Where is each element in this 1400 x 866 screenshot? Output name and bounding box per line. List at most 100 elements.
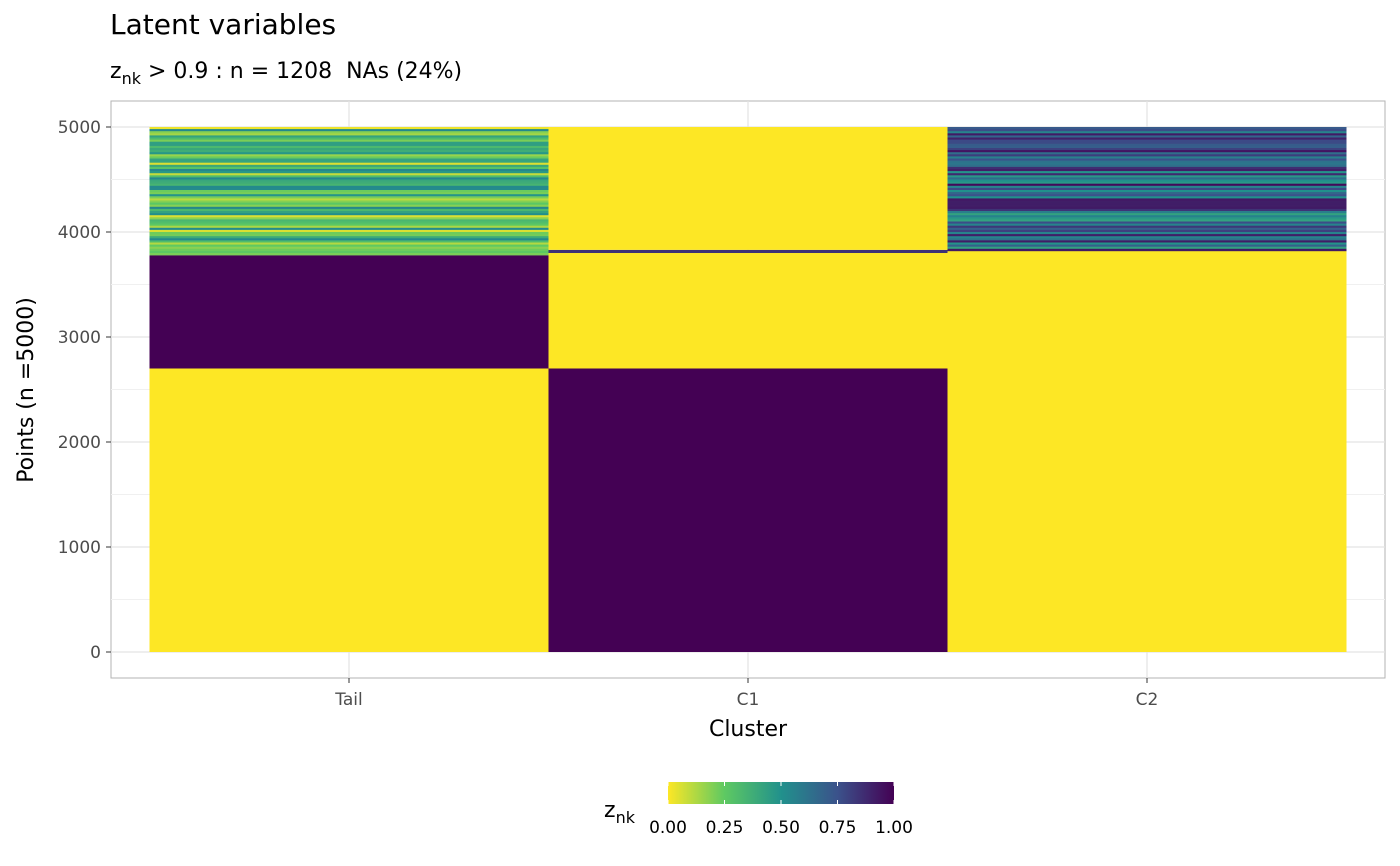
heatmap-stripe [149, 127, 549, 130]
x-axis-title: Cluster [709, 717, 788, 742]
heatmap-stripe [149, 229, 549, 233]
heatmap-tiles [149, 127, 1347, 652]
subtitle-subscript: nk [122, 69, 142, 88]
heatmap-stripe [149, 131, 549, 134]
heatmap-stripe [149, 240, 549, 243]
heatmap-stripe [947, 160, 1347, 163]
heatmap-stripe [947, 211, 1347, 214]
heatmap-stripe [149, 221, 549, 224]
heatmap-stripe [947, 204, 1347, 208]
heatmap-stripe [149, 227, 549, 231]
heatmap-stripe [149, 204, 549, 208]
heatmap-stripe [947, 238, 1347, 241]
heatmap-stripe [947, 141, 1347, 145]
heatmap-stripe [947, 143, 1347, 147]
heatmap-stripe [947, 175, 1347, 178]
legend-tick-label: 0.00 [649, 818, 687, 838]
heatmap-stripe [947, 192, 1347, 195]
color-legend: znk 0.00 0.25 0.50 0.75 1.00 [604, 782, 913, 838]
heatmap-stripe [947, 202, 1347, 205]
heatmap-stripe [149, 150, 549, 153]
heatmap-stripe [947, 240, 1347, 243]
heatmap-stripe [149, 181, 549, 184]
heatmap-stripe [149, 211, 549, 214]
heatmap-stripe [149, 133, 549, 136]
heatmap-stripe [149, 175, 549, 178]
heatmap-stripe [149, 234, 549, 237]
heatmap-stripe [149, 156, 549, 159]
heatmap-stripe [149, 137, 549, 140]
heatmap-stripe [947, 179, 1347, 182]
heatmap-stripe [149, 196, 549, 199]
heatmap-stripe [947, 145, 1347, 149]
heatmap-stripe [149, 236, 549, 239]
heatmap-stripe [149, 152, 549, 155]
chart-subtitle: znk > 0.9 : n = 1208 NAs (24%) [110, 59, 462, 88]
legend-title: znk [604, 798, 636, 827]
chart-title: Latent variables [110, 8, 336, 41]
heatmap-stripe [149, 169, 549, 172]
heatmap-stripe [149, 166, 549, 170]
heatmap-stripe [947, 236, 1347, 239]
heatmap-stripe [947, 181, 1347, 184]
heatmap-stripe [947, 150, 1347, 153]
heatmap-stripe [947, 183, 1347, 187]
y-axis-title: Points (n =5000) [14, 297, 39, 483]
heatmap-stripe [947, 196, 1347, 199]
heatmap-stripe [149, 139, 549, 142]
subtitle-symbol: z [110, 59, 122, 84]
heatmap-stripe [947, 129, 1347, 132]
heatmap-stripe [149, 208, 549, 212]
subtitle-text: > 0.9 : n = 1208 NAs (24%) [141, 59, 462, 84]
heatmap-stripe [149, 215, 549, 218]
x-tick-label: Tail [334, 690, 362, 710]
heatmap-stripe [149, 183, 549, 187]
heatmap-stripe [947, 162, 1347, 166]
heatmap-stripe [947, 135, 1347, 138]
heatmap-stripe [149, 143, 549, 147]
heatmap-stripe [149, 217, 549, 220]
heatmap-stripe [947, 219, 1347, 222]
heatmap-stripe [947, 156, 1347, 159]
y-tick-label: 5000 [58, 118, 101, 138]
y-tick-label: 1000 [58, 538, 101, 558]
heatmap-stripe [149, 206, 549, 210]
heatmap-stripe [149, 248, 549, 252]
heatmap-stripe [149, 187, 549, 191]
heatmap-tile [548, 368, 948, 652]
heatmap-stripe [947, 148, 1347, 151]
heatmap-stripe [149, 246, 549, 250]
heatmap-stripe [947, 171, 1347, 174]
heatmap-stripe [947, 213, 1347, 216]
heatmap-stripe [947, 177, 1347, 180]
heatmap-stripe [947, 131, 1347, 134]
heatmap-stripe [947, 242, 1347, 245]
y-axis-ticks: 0 1000 2000 3000 4000 5000 [58, 118, 111, 663]
heatmap-stripe [947, 223, 1347, 226]
heatmap-stripe [149, 141, 549, 145]
heatmap-stripe [149, 135, 549, 138]
legend-title-subscript: nk [616, 808, 636, 827]
heatmap-stripe [947, 169, 1347, 172]
heatmap-stripe [947, 187, 1347, 191]
legend-ticks: 0.00 0.25 0.50 0.75 1.00 [649, 782, 913, 838]
heatmap-stripe [149, 179, 549, 182]
heatmap-stripe [149, 177, 549, 180]
heatmap-stripe [149, 242, 549, 245]
heatmap-stripe [149, 223, 549, 226]
heatmap-stripe [149, 219, 549, 222]
x-tick-label: C2 [1136, 690, 1159, 710]
heatmap-stripe [947, 127, 1347, 130]
legend-tick-label: 0.25 [706, 818, 744, 838]
heatmap-stripe [947, 164, 1347, 168]
heatmap-stripe [149, 225, 549, 229]
heatmap-stripe [947, 198, 1347, 201]
heatmap-stripe [947, 137, 1347, 140]
heatmap-stripe [149, 190, 549, 193]
heatmap-stripe [947, 206, 1347, 210]
heatmap-tile [548, 253, 948, 369]
heatmap-stripe [947, 215, 1347, 218]
heatmap-stripe [947, 208, 1347, 212]
y-tick-label: 0 [90, 643, 101, 663]
heatmap-tile [548, 249, 948, 253]
